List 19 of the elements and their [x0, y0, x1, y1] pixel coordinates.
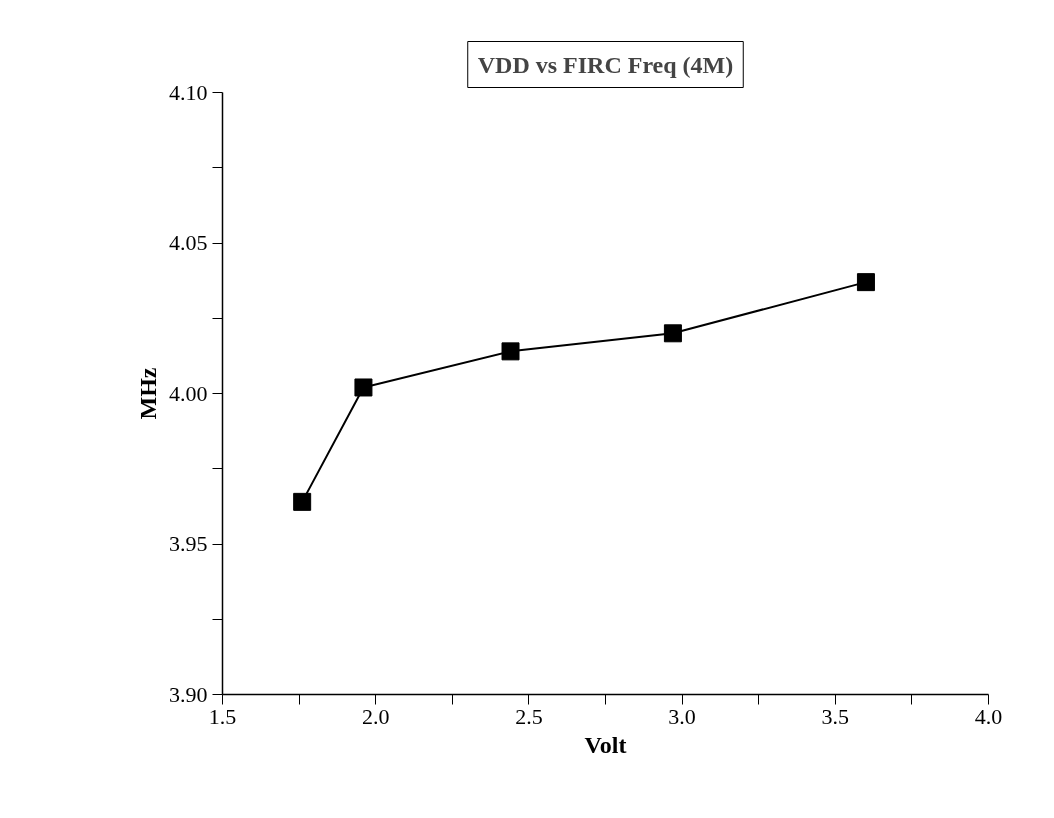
point	[293, 492, 312, 511]
point	[354, 378, 373, 397]
text: 2.0	[361, 703, 390, 729]
y-tick-label: 4.05	[169, 230, 208, 255]
x-tick-label: 2.5	[515, 703, 543, 729]
chart-title: VDD vs FIRC Freq (4M)	[477, 51, 734, 78]
x-axis-title: Volt	[584, 731, 627, 758]
y-axis-title: MHz	[135, 367, 161, 420]
text: 4.00	[169, 380, 208, 406]
point	[856, 273, 875, 292]
text: 3.0	[668, 703, 696, 729]
y-tick-label: 3.95	[169, 531, 208, 556]
point	[501, 342, 520, 361]
text: 4.0	[974, 703, 1003, 729]
text: 3.90	[169, 681, 208, 707]
x-tick-label: 1.5	[208, 703, 237, 729]
x-tick-label: 3.5	[821, 703, 850, 729]
point	[663, 324, 682, 343]
text: 4.10	[169, 79, 208, 105]
